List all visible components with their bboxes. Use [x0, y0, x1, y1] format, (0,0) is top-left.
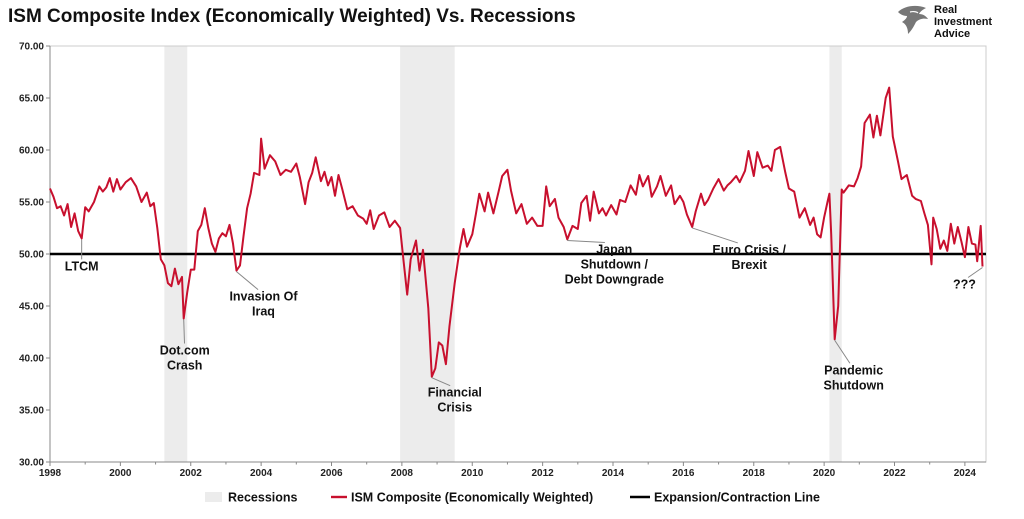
annotation-leader	[236, 271, 259, 291]
chart-title: ISM Composite Index (Economically Weight…	[8, 6, 576, 27]
annotation-label: Brexit	[731, 258, 767, 272]
annotation-label: Japan	[596, 242, 632, 256]
x-tick-label: 2008	[391, 468, 414, 479]
annotation-label: Dot.com	[160, 343, 210, 357]
x-tick-label: 2022	[883, 468, 906, 479]
x-tick-label: 2004	[250, 468, 273, 479]
x-tick-label: 2020	[813, 468, 836, 479]
annotation-label: Crash	[167, 358, 202, 372]
annotation-leader	[834, 340, 851, 364]
brand-logo: Real Investment Advice	[896, 4, 992, 40]
y-tick-label: 60.00	[19, 146, 44, 157]
series-group	[49, 86, 984, 378]
brand-line-3: Advice	[934, 28, 971, 40]
brand-name: Real Investment Advice	[934, 4, 992, 40]
annotation-leader	[183, 319, 186, 344]
legend-label-threshold: Expansion/Contraction Line	[654, 491, 820, 505]
x-tick-label: 2016	[672, 468, 695, 479]
legend-label-recessions: Recessions	[228, 491, 298, 505]
annotation-label: Debt Downgrade	[565, 272, 664, 286]
y-tick-label: 40.00	[19, 354, 44, 365]
y-tick-label: 45.00	[19, 302, 44, 313]
y-tick-label: 70.00	[19, 42, 44, 53]
annotation-leader	[431, 377, 451, 387]
annotation-label: Shutdown /	[581, 257, 649, 271]
x-tick-label: 2018	[743, 468, 766, 479]
legend-label-ism: ISM Composite (Economically Weighted)	[351, 491, 593, 505]
x-tick-label: 2000	[109, 468, 132, 479]
annotation-leader	[692, 227, 738, 244]
annotation-leader	[967, 267, 983, 278]
brand-line-1: Real	[934, 4, 958, 16]
annotation-label: LTCM	[65, 259, 99, 273]
y-tick-label: 65.00	[19, 94, 44, 105]
x-tick-label: 2014	[602, 468, 625, 479]
legend: Recessions ISM Composite (Economically We…	[205, 491, 820, 505]
y-tick-label: 30.00	[19, 458, 44, 469]
annotation-label: Shutdown	[823, 378, 883, 392]
x-tick-label: 2010	[461, 468, 484, 479]
x-tick-label: 2024	[954, 468, 977, 479]
annotation-label: Euro Crisis /	[712, 243, 786, 257]
annotation-leader	[567, 239, 605, 243]
x-tick-label: 2012	[532, 468, 555, 479]
legend-swatch-recessions	[205, 492, 222, 502]
eagle-head-logo-icon	[898, 5, 928, 34]
annotation-label: ???	[953, 277, 976, 291]
x-tick-label: 2006	[320, 468, 343, 479]
y-tick-label: 35.00	[19, 406, 44, 417]
brand-line-2: Investment	[934, 16, 993, 28]
y-tick-label: 50.00	[19, 250, 44, 261]
x-tick-label: 2002	[180, 468, 203, 479]
annotation-label: Invasion Of	[229, 290, 298, 304]
annotation-label: Iraq	[252, 305, 275, 319]
annotation-label: Financial	[428, 386, 482, 400]
x-tick-label: 1998	[39, 468, 62, 479]
y-tick-label: 55.00	[19, 198, 44, 209]
annotation-label: Pandemic	[824, 363, 883, 377]
series-line-ism-composite	[49, 86, 984, 378]
annotation-label: Crisis	[437, 401, 472, 415]
